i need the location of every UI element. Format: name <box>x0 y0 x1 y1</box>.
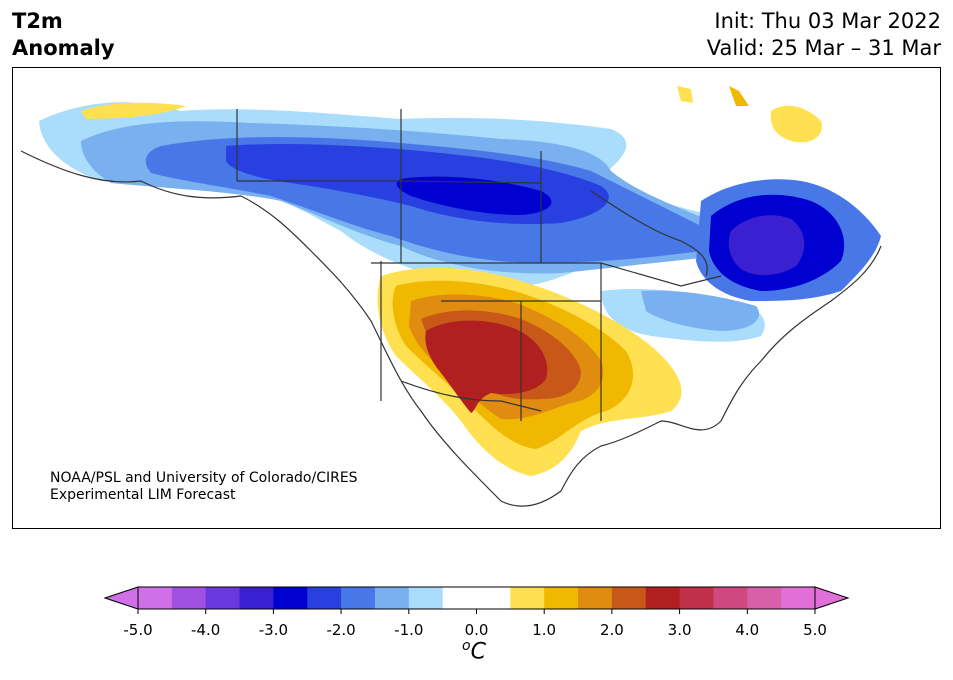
credit-line-2: Experimental LIM Forecast <box>50 487 236 503</box>
forecast-dates: Init: Thu 03 Mar 2022 Valid: 25 Mar – 31… <box>707 8 941 62</box>
title-variable: T2m <box>12 9 63 33</box>
colorbar-swatch <box>374 587 410 609</box>
colorbar-swatch <box>476 587 511 609</box>
credit-text: NOAA/PSL and University of Colorado/CIRE… <box>50 470 358 504</box>
warm-core-southwest <box>425 320 548 413</box>
unit-letter: C <box>470 639 486 665</box>
colorbar-tick-label: -4.0 <box>191 621 221 639</box>
colorbar-tick-label: 5.0 <box>803 621 827 639</box>
colorbar-extend-max <box>814 586 850 610</box>
colorbar-tick-label: 4.0 <box>735 621 760 639</box>
warm-patch-arctic-coast <box>81 102 186 119</box>
colorbar-tick-label: -5.0 <box>123 621 153 639</box>
colorbar-swatch <box>408 587 444 609</box>
colorbar-swatch <box>611 587 647 609</box>
colorbar-graphic <box>103 586 850 614</box>
colorbar-swatch <box>645 587 681 609</box>
colorbar-tick-label: 2.0 <box>599 621 624 639</box>
colorbar <box>103 586 854 638</box>
colorbar-swatch <box>679 587 714 609</box>
title-field: Anomaly <box>12 36 115 60</box>
colorbar-swatch <box>205 587 241 609</box>
colorbar-swatch <box>341 587 376 609</box>
map-title: T2m Anomaly <box>12 8 115 62</box>
credit-line-1: NOAA/PSL and University of Colorado/CIRE… <box>50 470 358 486</box>
colorbar-tick-label: 0.0 <box>464 621 489 639</box>
warm-patch-greenland-2 <box>677 86 693 103</box>
colorbar-tick-label: 1.0 <box>532 621 557 639</box>
colorbar-swatch <box>544 587 579 609</box>
colorbar-tick-label: 3.0 <box>667 621 692 639</box>
colorbar-unit: oC <box>462 638 486 664</box>
colorbar-swatch <box>442 587 477 609</box>
colorbar-swatch <box>307 587 342 609</box>
colorbar-swatch <box>171 587 207 609</box>
colorbar-swatch <box>713 587 748 609</box>
colorbar-swatch <box>510 587 545 609</box>
warm-patch-baffin <box>770 105 822 143</box>
init-date: Init: Thu 03 Mar 2022 <box>714 9 941 33</box>
colorbar-tick-label: -3.0 <box>258 621 289 639</box>
valid-range: Valid: 25 Mar – 31 Mar <box>706 36 941 60</box>
colorbar-swatch <box>239 587 274 609</box>
colorbar-swatch <box>578 587 613 609</box>
anomaly-map <box>20 86 882 507</box>
cold-core-quebec <box>728 215 805 276</box>
cold-band-great-lakes <box>641 290 760 331</box>
colorbar-swatch <box>781 587 816 609</box>
colorbar-swatch <box>273 587 308 609</box>
colorbar-swatch <box>138 587 173 609</box>
colorbar-extend-min <box>103 586 139 610</box>
map-panel: NOAA/PSL and University of Colorado/CIRE… <box>12 67 941 529</box>
degree-symbol: o <box>462 638 471 654</box>
warm-patch-greenland-1 <box>729 86 749 106</box>
cold-core-prairies <box>396 176 552 215</box>
coastlines <box>20 109 882 507</box>
colorbar-swatch <box>747 587 782 609</box>
colorbar-tick-label: -2.0 <box>326 621 356 639</box>
colorbar-tick-label: -1.0 <box>394 621 424 639</box>
